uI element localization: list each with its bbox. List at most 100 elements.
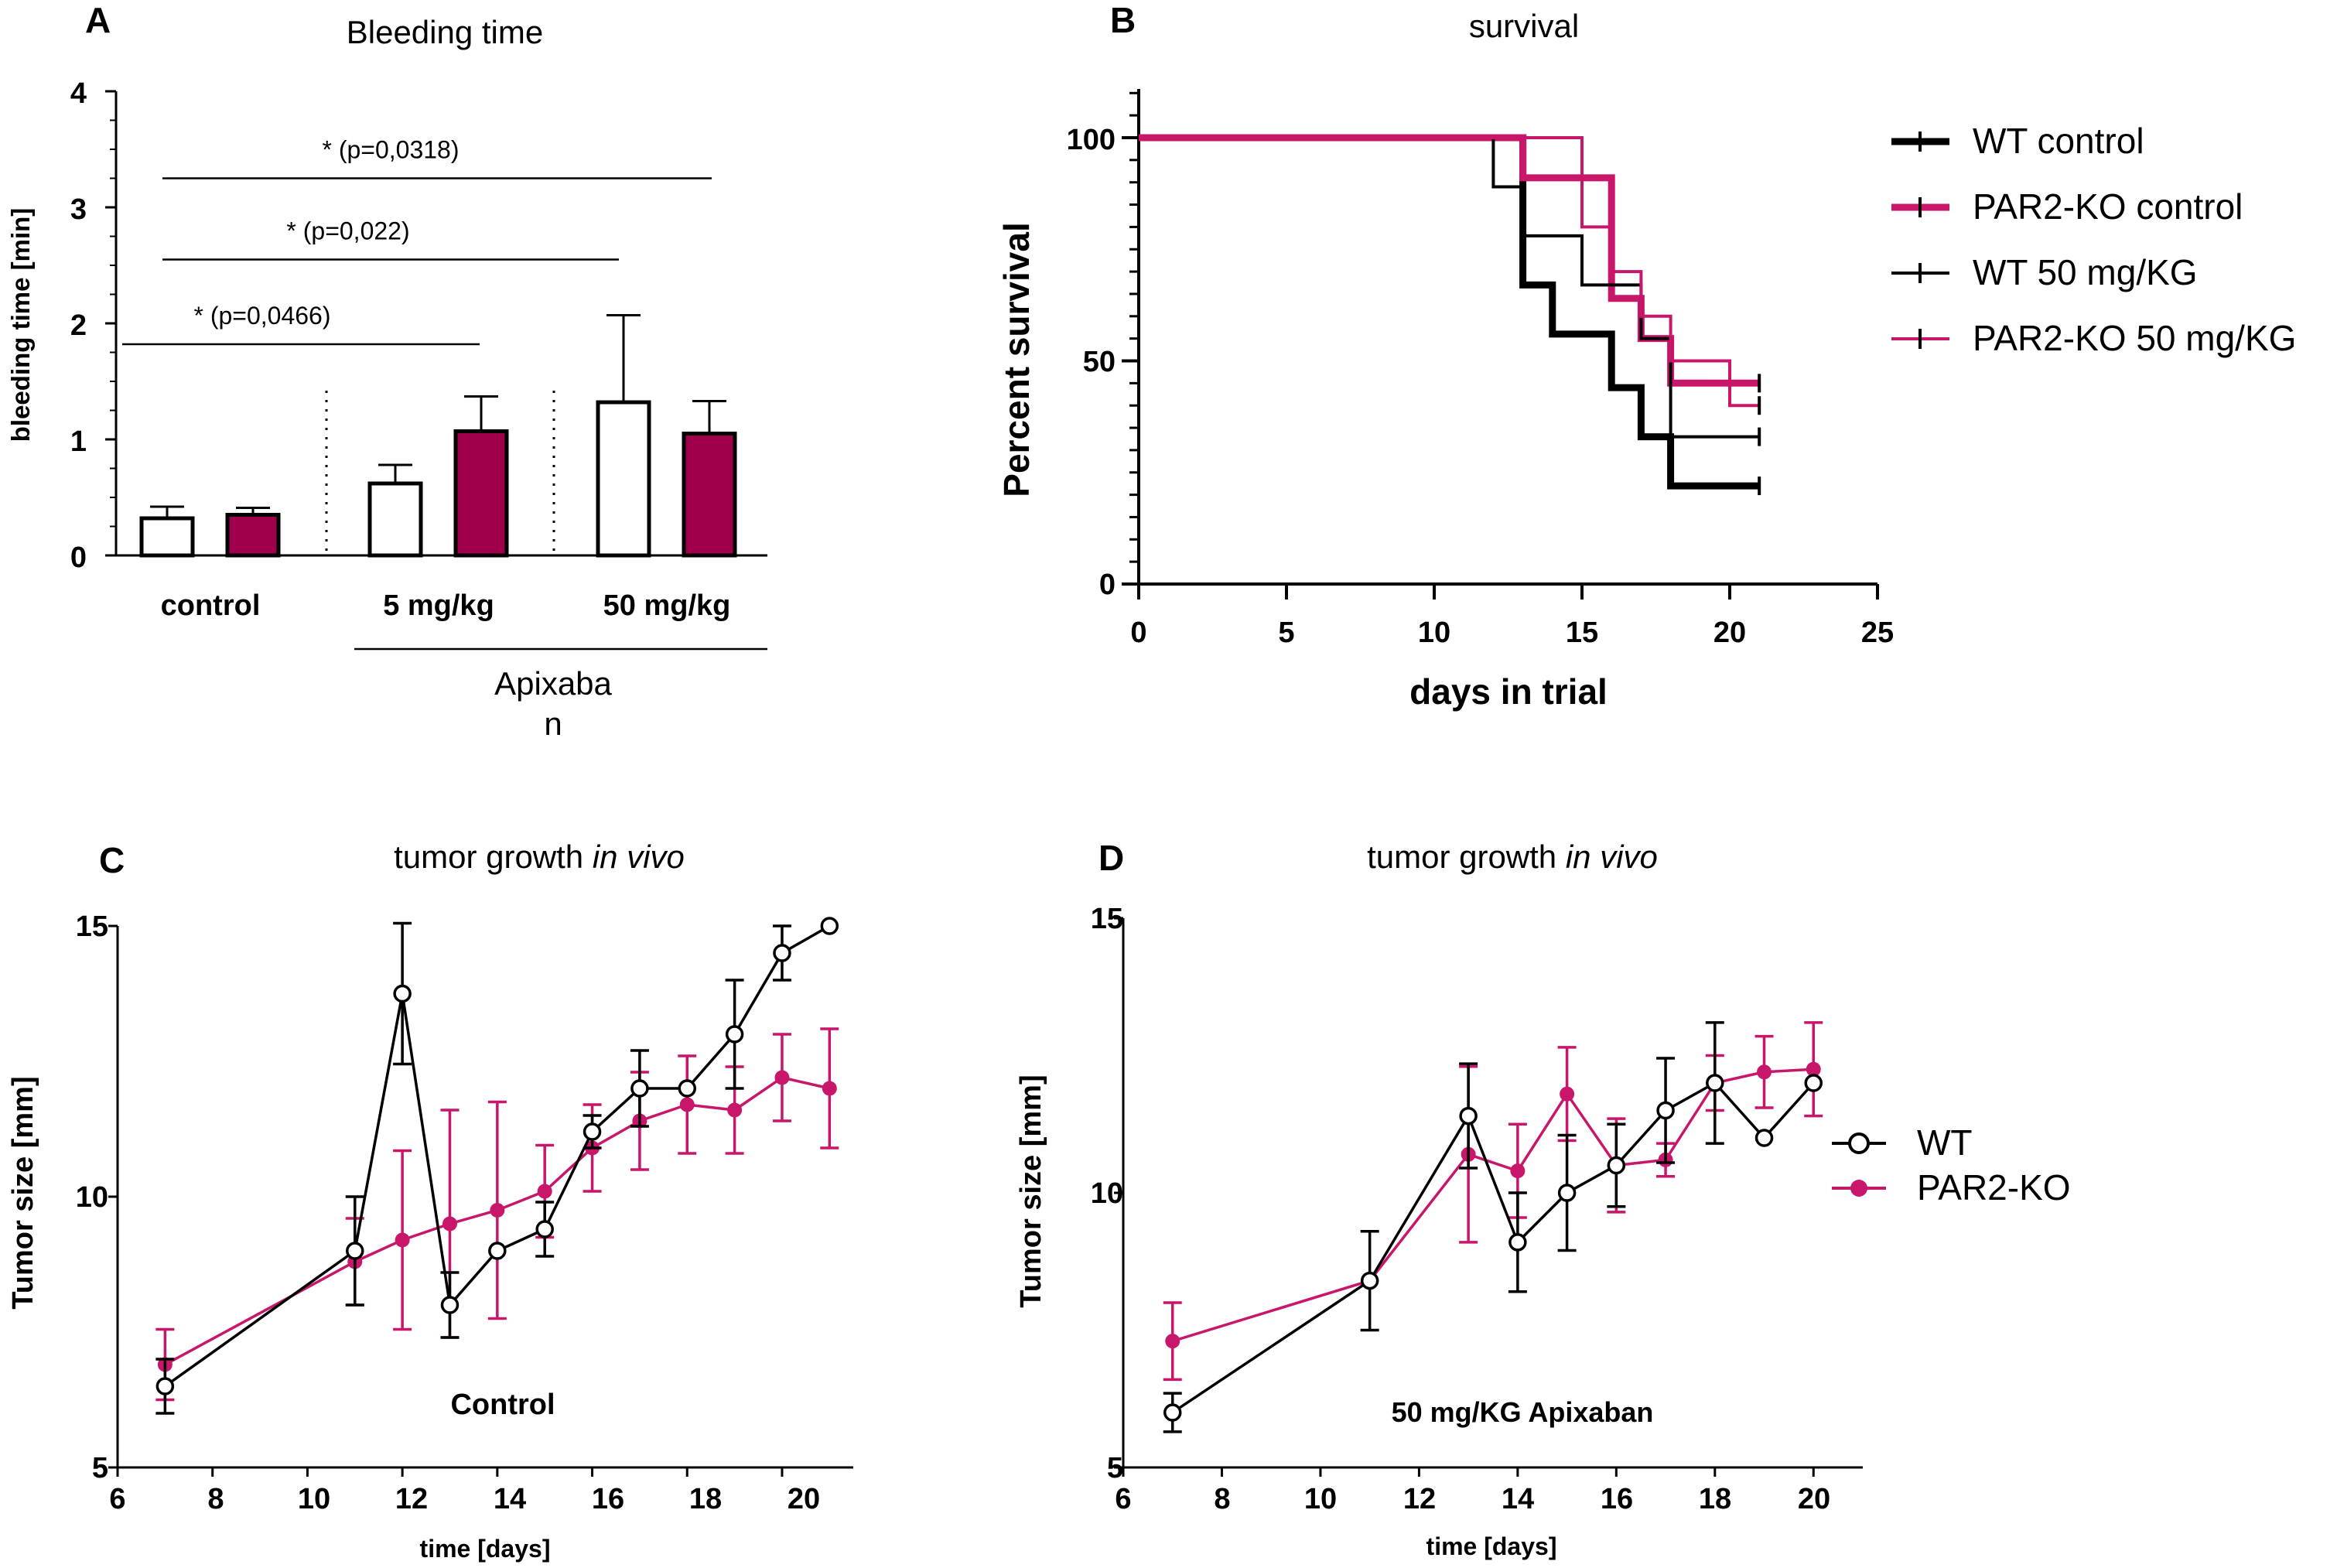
a-bar-par2: [453, 429, 509, 558]
c-point-wt: [678, 1079, 697, 1098]
panel-c-xlabel: time [days]: [420, 1535, 551, 1563]
c-point-wt: [583, 1122, 602, 1141]
d-point-wt: [1754, 1129, 1774, 1147]
d-point-par2: [1560, 1086, 1575, 1102]
panel-label-b: B: [1110, 0, 1136, 40]
d-point-par2: [1757, 1064, 1772, 1080]
a-ytick-label: 3: [70, 193, 87, 226]
c-point-wt: [488, 1242, 507, 1260]
a-ytick-label: 1: [70, 425, 87, 458]
title-italic-text: in vivo: [593, 839, 685, 875]
legend-label: WT: [1917, 1122, 1973, 1163]
c-line-wt: [164, 924, 831, 1388]
panel-d-title: tumor growth in vivo: [1367, 839, 1658, 875]
panel-d-legend: WT PAR2-KO: [1832, 1122, 2071, 1208]
d-point-wt: [1508, 1233, 1527, 1252]
c-xtick-label: 12: [395, 1483, 428, 1515]
panel-b-xlabel: days in trial: [1409, 671, 1608, 712]
c-line-par2: [164, 1076, 830, 1366]
d-xtick-label: 16: [1601, 1483, 1633, 1515]
panel-b-ylabel: Percent survival: [996, 222, 1037, 497]
d-xtick-label: 20: [1798, 1483, 1830, 1515]
panel-c-annotation: Control: [450, 1389, 555, 1421]
a-bar-wt: [367, 481, 423, 558]
b-ytick-label: 50: [1083, 346, 1116, 378]
c-point-wt: [773, 944, 791, 962]
d-xtick-label: 12: [1403, 1483, 1436, 1515]
a-significance-label: * (p=0,022): [286, 217, 409, 245]
d-point-wt: [1607, 1156, 1626, 1175]
c-xtick-label: 20: [788, 1483, 820, 1515]
a-group-label: n: [544, 705, 562, 742]
panel-a-y-axis: 0 1 2 3 4: [70, 77, 87, 574]
b-xtick-label: 0: [1130, 617, 1146, 649]
c-ytick-label: 5: [92, 1452, 108, 1484]
d-point-par2: [1165, 1334, 1180, 1349]
legend-label: PAR2-KO: [1917, 1167, 2071, 1208]
panel-b: B survival Percent survival 100 50 0 0 5…: [996, 0, 2296, 712]
d-point-wt: [1656, 1101, 1675, 1120]
panel-label-a: A: [85, 0, 111, 40]
legend-label: WT control: [1973, 121, 2144, 161]
c-point-wt: [820, 917, 839, 935]
b-xtick-label: 20: [1713, 617, 1746, 649]
panel-d: D tumor growth in vivo Tumor size [mm] 1…: [1015, 838, 2071, 1560]
legend-marker-par2: [1850, 1180, 1867, 1197]
c-point-wt: [440, 1296, 460, 1314]
panel-d-ylabel: Tumor size [mm]: [1015, 1074, 1047, 1307]
c-ytick-label: 10: [76, 1181, 108, 1214]
c-xtick-label: 6: [109, 1483, 125, 1515]
c-point-wt: [535, 1220, 554, 1238]
a-significance-label: * (p=0,0466): [193, 302, 330, 330]
panel-d-annotation: 50 mg/KG Apixaban: [1392, 1396, 1654, 1428]
c-point-par2: [679, 1097, 695, 1112]
a-ytick-label: 0: [70, 541, 87, 574]
panel-c-plot: [108, 917, 853, 1477]
d-xtick-label: 14: [1502, 1483, 1534, 1515]
d-xtick-label: 8: [1214, 1483, 1230, 1515]
panel-a-plot: * (p=0,0318) * (p=0,022) * (p=0,0466): [105, 90, 767, 558]
c-point-par2: [822, 1081, 837, 1096]
c-xtick-label: 16: [592, 1483, 624, 1515]
panel-c-ylabel: Tumor size [mm]: [7, 1076, 39, 1309]
b-xtick-label: 15: [1566, 617, 1598, 649]
d-line-wt: [1171, 1081, 1815, 1414]
d-point-wt: [1706, 1074, 1724, 1092]
a-ytick-label: 2: [70, 309, 87, 342]
c-point-wt: [346, 1242, 364, 1260]
panel-d-plot: [1114, 917, 1863, 1477]
b-xtick-label: 25: [1861, 617, 1894, 649]
c-xtick-label: 10: [298, 1483, 330, 1515]
c-point-wt: [630, 1079, 649, 1098]
b-ytick-label: 100: [1067, 124, 1116, 156]
d-line-par2: [1172, 1068, 1814, 1343]
panel-d-xlabel: time [days]: [1426, 1532, 1557, 1560]
c-point-wt: [155, 1377, 175, 1395]
a-bar-wt: [139, 516, 195, 558]
panel-label-c: C: [99, 840, 125, 880]
panel-c: C tumor growth in vivo Tumor size [mm] 1…: [7, 839, 853, 1563]
b-curve-wt-control: [1139, 134, 1760, 490]
a-bar-par2: [682, 432, 737, 558]
b-curve-wt-50: [1139, 136, 1760, 439]
b-curve-par2-control: [1139, 134, 1760, 387]
a-category-label: 5 mg/kg: [383, 589, 494, 622]
legend-label: PAR2-KO 50 mg/KG: [1973, 318, 2296, 358]
d-xtick-label: 10: [1304, 1483, 1337, 1515]
panel-a-ylabel: bleeding time [min]: [6, 208, 35, 442]
legend-marker-wt: [1848, 1132, 1870, 1154]
panel-b-legend: WT control PAR2-KO control WT 50 mg/KG P…: [1891, 121, 2296, 358]
panel-b-plot: [1122, 89, 1879, 600]
d-point-wt: [1804, 1074, 1823, 1092]
d-point-wt: [1459, 1106, 1478, 1126]
a-category-label: control: [161, 589, 261, 622]
c-point-wt: [725, 1025, 744, 1044]
panel-label-d: D: [1098, 838, 1124, 878]
b-xtick-label: 5: [1278, 617, 1294, 649]
c-point-par2: [727, 1102, 743, 1118]
title-text: tumor growth: [1367, 839, 1566, 875]
d-point-wt: [1360, 1271, 1379, 1290]
a-category-label: 50 mg/kg: [603, 589, 731, 622]
d-point-par2: [1510, 1163, 1526, 1179]
legend-label: PAR2-KO control: [1973, 186, 2243, 227]
